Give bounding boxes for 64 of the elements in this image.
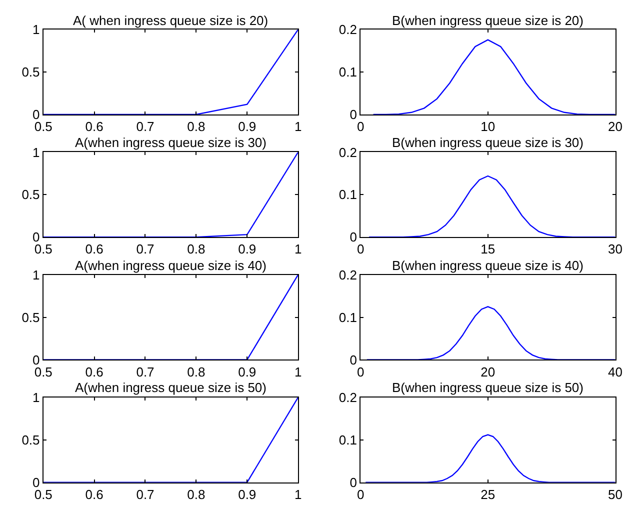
chart-title: A(when ingress queue size is 50) xyxy=(75,380,266,395)
y-tick-label: 0.2 xyxy=(338,144,357,160)
y-tick-label: 1 xyxy=(32,144,40,160)
y-tick-label: 0.5 xyxy=(22,432,40,448)
x-tick-label: 0.7 xyxy=(136,486,154,502)
y-tick-label: 0.1 xyxy=(338,310,357,325)
line-series xyxy=(368,175,616,238)
x-tick-label: 1 xyxy=(294,242,302,257)
y-tick-label: 0.1 xyxy=(338,432,357,448)
chart-title: B(when ingress queue size is 20) xyxy=(392,13,584,28)
y-tick-label: 1 xyxy=(32,267,40,282)
x-tick-label: 0.8 xyxy=(187,242,206,257)
y-tick-label: 0.1 xyxy=(338,64,357,80)
line-series xyxy=(366,306,616,360)
x-tick-label: 0.9 xyxy=(238,364,256,380)
x-tick-label: 0.7 xyxy=(136,119,154,134)
x-tick-label: 1 xyxy=(294,119,302,134)
y-tick-label: 0.2 xyxy=(338,22,357,38)
x-tick-label: 0.7 xyxy=(136,242,154,257)
y-tick-label: 0 xyxy=(350,107,357,122)
x-tick-label: 1 xyxy=(294,486,302,502)
line-series xyxy=(372,39,616,115)
y-tick-label: 0 xyxy=(32,230,40,245)
x-tick-label: 20 xyxy=(608,119,622,134)
x-tick-label: 0.9 xyxy=(238,486,256,502)
x-tick-label: 0.7 xyxy=(136,364,154,380)
x-tick-label: 50 xyxy=(608,486,622,502)
line-series xyxy=(365,434,616,482)
x-tick-label: 0.6 xyxy=(85,364,104,380)
x-tick-label: 0.9 xyxy=(238,242,256,257)
y-tick-label: 0 xyxy=(32,352,40,368)
x-tick-label: 0.6 xyxy=(85,242,104,257)
y-tick-label: 0 xyxy=(32,474,40,490)
x-tick-label: 15 xyxy=(480,242,496,257)
x-tick-label: 0.6 xyxy=(85,119,104,134)
y-tick-label: 1 xyxy=(32,22,40,38)
x-tick-label: 10 xyxy=(480,119,496,134)
y-tick-label: 1 xyxy=(32,390,40,406)
y-tick-label: 0 xyxy=(350,230,357,245)
y-tick-label: 0.5 xyxy=(22,187,40,202)
y-tick-label: 0.5 xyxy=(22,310,40,325)
chart-title: B(when ingress queue size is 50) xyxy=(392,380,584,395)
x-tick-label: 0.6 xyxy=(85,486,104,502)
x-tick-label: 0.9 xyxy=(238,119,256,134)
y-tick-label: 0.5 xyxy=(22,64,40,80)
x-tick-label: 25 xyxy=(480,486,496,502)
chart-title: A(when ingress queue size is 30) xyxy=(75,135,266,150)
x-tick-label: 30 xyxy=(608,242,622,257)
chart-title: B(when ingress queue size is 30) xyxy=(392,135,584,150)
y-tick-label: 0 xyxy=(350,474,357,490)
x-tick-label: 1 xyxy=(294,364,302,380)
x-tick-label: 40 xyxy=(608,364,622,380)
y-tick-label: 0.2 xyxy=(338,390,357,406)
chart-title: A( when ingress queue size is 20) xyxy=(73,13,268,28)
y-tick-label: 0 xyxy=(32,107,40,122)
x-tick-label: 0.8 xyxy=(187,486,206,502)
x-tick-label: 0.8 xyxy=(187,119,206,134)
x-tick-label: 0.8 xyxy=(187,364,206,380)
y-tick-label: 0.2 xyxy=(338,267,357,282)
x-tick-label: 20 xyxy=(480,364,496,380)
y-tick-label: 0.1 xyxy=(338,187,357,202)
chart-title: A(when ingress queue size is 40) xyxy=(75,258,266,273)
chart-title: B(when ingress queue size is 40) xyxy=(392,258,584,273)
y-tick-label: 0 xyxy=(350,352,357,368)
